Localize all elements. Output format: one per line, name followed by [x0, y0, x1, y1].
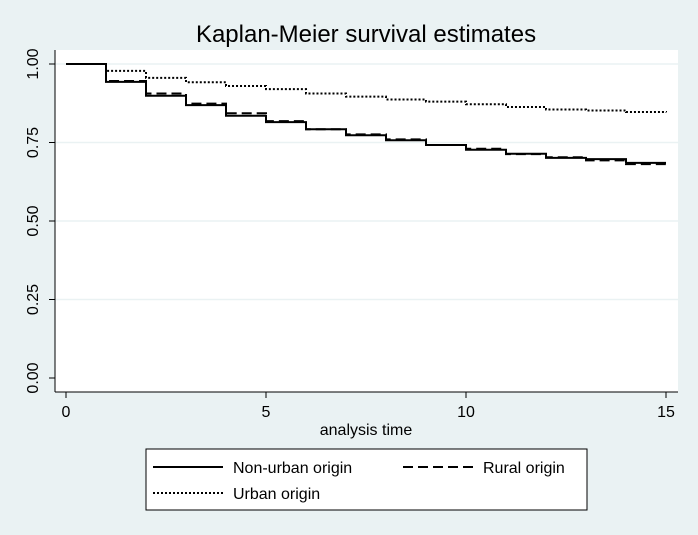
- x-tick-label-3: 15: [657, 404, 675, 421]
- y-tick-label-4: 1.00: [25, 48, 42, 79]
- x-tick-label-0: 0: [62, 404, 71, 421]
- x-tick-label-1: 5: [262, 404, 271, 421]
- legend-label-2: Urban origin: [233, 486, 320, 503]
- y-tick-label-0: 0.00: [25, 362, 42, 393]
- y-tick-label-1: 0.25: [25, 284, 42, 315]
- legend-label-0: Non-urban origin: [233, 460, 352, 477]
- y-tick-label-2: 0.50: [25, 205, 42, 236]
- series-line-rural-origin: [66, 63, 667, 166]
- x-tick-label-2: 10: [457, 404, 475, 421]
- legend-box: [145, 448, 588, 511]
- y-tick-label-3: 0.75: [25, 127, 42, 158]
- series-line-urban-origin: [66, 63, 667, 114]
- legend-label-1: Rural origin: [483, 460, 565, 477]
- chart-title: Kaplan-Meier survival estimates: [196, 21, 536, 48]
- x-axis-label: analysis time: [320, 422, 413, 439]
